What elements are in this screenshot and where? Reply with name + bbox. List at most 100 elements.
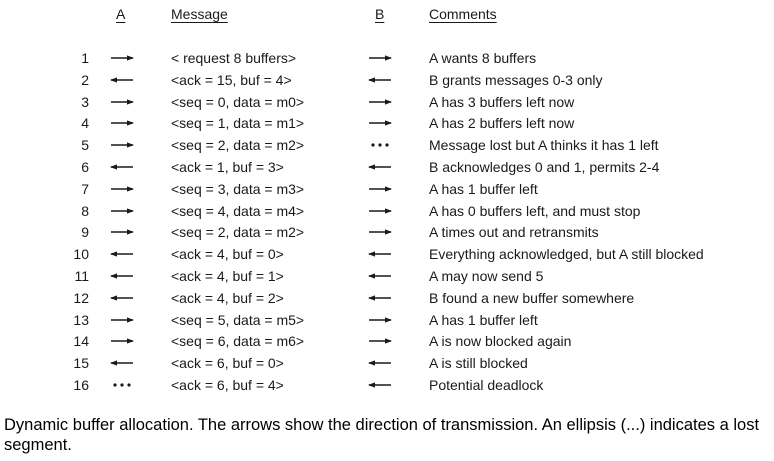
comment-text: Everything acknowledged, but A still blo… <box>429 246 704 263</box>
message-text: <ack = 4, buf = 0> <box>171 246 284 263</box>
row-number: 5 <box>81 137 89 154</box>
right-arrow-icon <box>109 332 135 350</box>
ellipsis-icon <box>367 136 393 154</box>
row-number: 2 <box>81 71 89 88</box>
comment-text: A is still blocked <box>429 355 528 372</box>
table-row: 16 <ack = 6, buf = 4> Potential deadlock <box>0 376 774 398</box>
left-arrow-icon <box>367 245 393 263</box>
right-arrow-icon <box>367 202 393 220</box>
left-arrow-icon <box>367 158 393 176</box>
message-text: <ack = 1, buf = 3> <box>171 158 284 175</box>
left-arrow-icon <box>367 354 393 372</box>
table-row: 6 <ack = 1, buf = 3> B acknowledges 0 and … <box>0 158 774 180</box>
right-arrow-icon <box>109 180 135 198</box>
table-row: 13 <seq = 5, data = m5> A has 1 buffer lef… <box>0 311 774 333</box>
left-arrow-icon <box>367 289 393 307</box>
table-row: 10 <ack = 4, buf = 0> Everything acknowled… <box>0 245 774 267</box>
comment-text: B grants messages 0-3 only <box>429 71 603 88</box>
left-arrow-icon <box>367 376 393 394</box>
comment-text: A has 1 buffer left <box>429 311 538 328</box>
right-arrow-icon <box>367 223 393 241</box>
row-number: 12 <box>73 289 89 306</box>
comment-text: Message lost but A thinks it has 1 left <box>429 137 659 154</box>
left-arrow-icon <box>367 267 393 285</box>
right-arrow-icon <box>367 311 393 329</box>
comment-text: A wants 8 buffers <box>429 50 537 66</box>
left-arrow-icon <box>109 289 135 307</box>
comment-text: Potential deadlock <box>429 376 544 393</box>
row-number: 15 <box>73 355 89 372</box>
row-number: 9 <box>81 224 89 241</box>
left-arrow-icon <box>367 71 393 89</box>
row-number: 10 <box>73 246 89 263</box>
comment-text: A may now send 5 <box>429 267 544 284</box>
table-row: 9 <seq = 2, data = m2> A times out and ret… <box>0 223 774 245</box>
row-number: 14 <box>73 333 89 350</box>
left-arrow-icon <box>109 267 135 285</box>
message-text: <seq = 2, data = m2> <box>171 137 305 154</box>
message-text: <ack = 6, buf = 0> <box>171 355 284 372</box>
right-arrow-icon <box>367 332 393 350</box>
figure-caption: Dynamic buffer allocation. The arrows sh… <box>4 416 760 454</box>
right-arrow-icon <box>367 49 393 67</box>
table-row: 15 <ack = 6, buf = 0> A is still blocked <box>0 354 774 376</box>
right-arrow-icon <box>109 136 135 154</box>
message-text: <seq = 1, data = m1> <box>171 115 305 132</box>
table-row: 1 < request 8 buffers> A wants 8 buffers <box>0 49 774 71</box>
ellipsis-icon <box>109 376 135 394</box>
row-number: 4 <box>81 115 89 132</box>
comment-text: A has 0 buffers left, and must stop <box>429 202 641 219</box>
row-number: 3 <box>81 93 89 110</box>
row-number: 8 <box>81 202 89 219</box>
right-arrow-icon <box>109 202 135 220</box>
message-text: <seq = 4, data = m4> <box>171 202 305 219</box>
row-number: 7 <box>81 180 89 197</box>
comment-text: A has 3 buffers left now <box>429 93 575 110</box>
table-row: 14 <seq = 6, data = m6> A is now blocked a… <box>0 332 774 354</box>
row-number: 6 <box>81 158 89 175</box>
comment-text: A is now blocked again <box>429 333 572 350</box>
table-row: 8 <seq = 4, data = m4> A has 0 buffers lef… <box>0 202 774 224</box>
right-arrow-icon <box>367 93 393 111</box>
buffer-allocation-table: 1 < request 8 buffers> A wants 8 buffers 2 <… <box>0 49 774 398</box>
message-text: <seq = 6, data = m6> <box>171 333 305 350</box>
header-comments: Comments <box>429 6 497 22</box>
message-text: <seq = 3, data = m3> <box>171 180 305 197</box>
table-row: 4 <seq = 1, data = m1> A has 2 buffers lef… <box>0 114 774 136</box>
table-row: 2 <ack = 15, buf = 4> B grants messages 0-… <box>0 71 774 93</box>
right-arrow-icon <box>367 114 393 132</box>
comment-text: B found a new buffer somewhere <box>429 289 635 306</box>
header-message: Message <box>171 6 228 22</box>
table-row: 3 <seq = 0, data = m0> A has 3 buffers lef… <box>0 93 774 115</box>
comment-text: A has 2 buffers left now <box>429 115 575 132</box>
right-arrow-icon <box>109 93 135 111</box>
message-text: < request 8 buffers> <box>171 50 297 66</box>
message-text: <ack = 15, buf = 4> <box>171 71 292 88</box>
left-arrow-icon <box>109 354 135 372</box>
comment-text: A times out and retransmits <box>429 224 599 241</box>
table-row: 5 <seq = 2, data = m2> Message lost but A … <box>0 136 774 158</box>
right-arrow-icon <box>109 311 135 329</box>
comment-text: B acknowledges 0 and 1, permits 2-4 <box>429 158 660 175</box>
message-text: <ack = 6, buf = 4> <box>171 376 284 393</box>
right-arrow-icon <box>109 114 135 132</box>
header-b: B <box>375 6 385 22</box>
left-arrow-icon <box>109 158 135 176</box>
right-arrow-icon <box>109 49 135 67</box>
table-row: 7 <seq = 3, data = m3> A has 1 buffer left <box>0 180 774 202</box>
message-text: <seq = 0, data = m0> <box>171 93 305 110</box>
message-text: <ack = 4, buf = 2> <box>171 289 284 306</box>
header-a: A <box>116 6 126 22</box>
left-arrow-icon <box>109 245 135 263</box>
comment-text: A has 1 buffer left <box>429 180 538 197</box>
table-row: 12 <ack = 4, buf = 2> B found a new buffer… <box>0 289 774 311</box>
row-number: 16 <box>73 376 89 393</box>
message-text: <ack = 4, buf = 1> <box>171 267 284 284</box>
message-text: <seq = 2, data = m2> <box>171 224 305 241</box>
right-arrow-icon <box>109 223 135 241</box>
right-arrow-icon <box>367 180 393 198</box>
message-text: <seq = 5, data = m5> <box>171 311 305 328</box>
left-arrow-icon <box>109 71 135 89</box>
table-row: 11 <ack = 4, buf = 1> A may now send 5 <box>0 267 774 289</box>
row-number: 11 <box>74 267 89 284</box>
